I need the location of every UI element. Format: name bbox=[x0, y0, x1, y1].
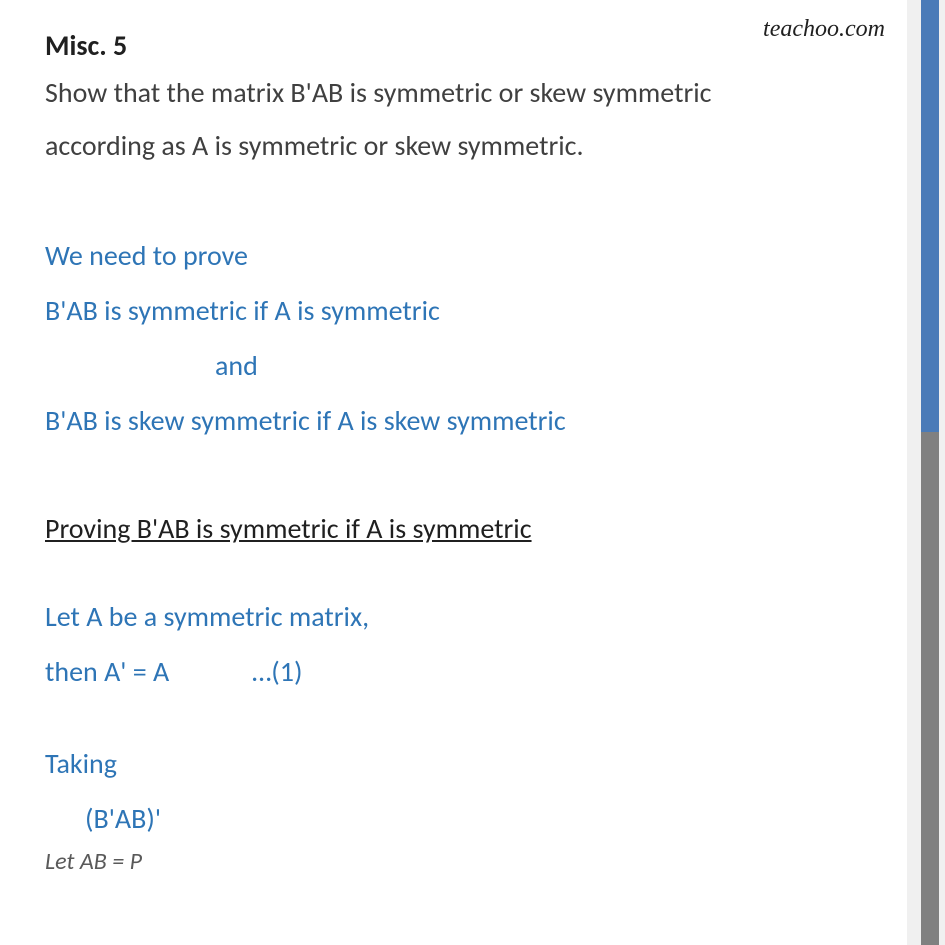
then-a-prime: then A' = A …(1) bbox=[45, 645, 900, 698]
problem-statement-line1: Show that the matrix B'AB is symmetric o… bbox=[45, 71, 900, 116]
document-content: Misc. 5 Show that the matrix B'AB is sym… bbox=[0, 0, 945, 904]
and-connector: and bbox=[45, 339, 900, 392]
vertical-scrollbar[interactable] bbox=[907, 0, 945, 945]
prove-case2: B'AB is skew symmetric if A is skew symm… bbox=[45, 394, 900, 447]
let-ab-p: Let AB = P bbox=[45, 847, 900, 876]
proving-header: Proving B'AB is symmetric if A is symmet… bbox=[45, 507, 900, 552]
prove-intro: We need to prove bbox=[45, 229, 900, 282]
taking-label: Taking bbox=[45, 737, 900, 790]
then-expr: then A' = A bbox=[45, 654, 169, 689]
let-symmetric: Let A be a symmetric matrix, bbox=[45, 590, 900, 643]
watermark-logo: teachoo.com bbox=[763, 16, 885, 43]
prove-case1: B'AB is symmetric if A is symmetric bbox=[45, 284, 900, 337]
problem-statement-line2: according as A is symmetric or skew symm… bbox=[45, 124, 900, 169]
scrollbar-track-inactive bbox=[921, 432, 939, 945]
eq-ref: …(1) bbox=[252, 654, 303, 689]
taking-expression: (B'AB)' bbox=[45, 792, 900, 845]
scrollbar-thumb-active[interactable] bbox=[921, 0, 939, 432]
